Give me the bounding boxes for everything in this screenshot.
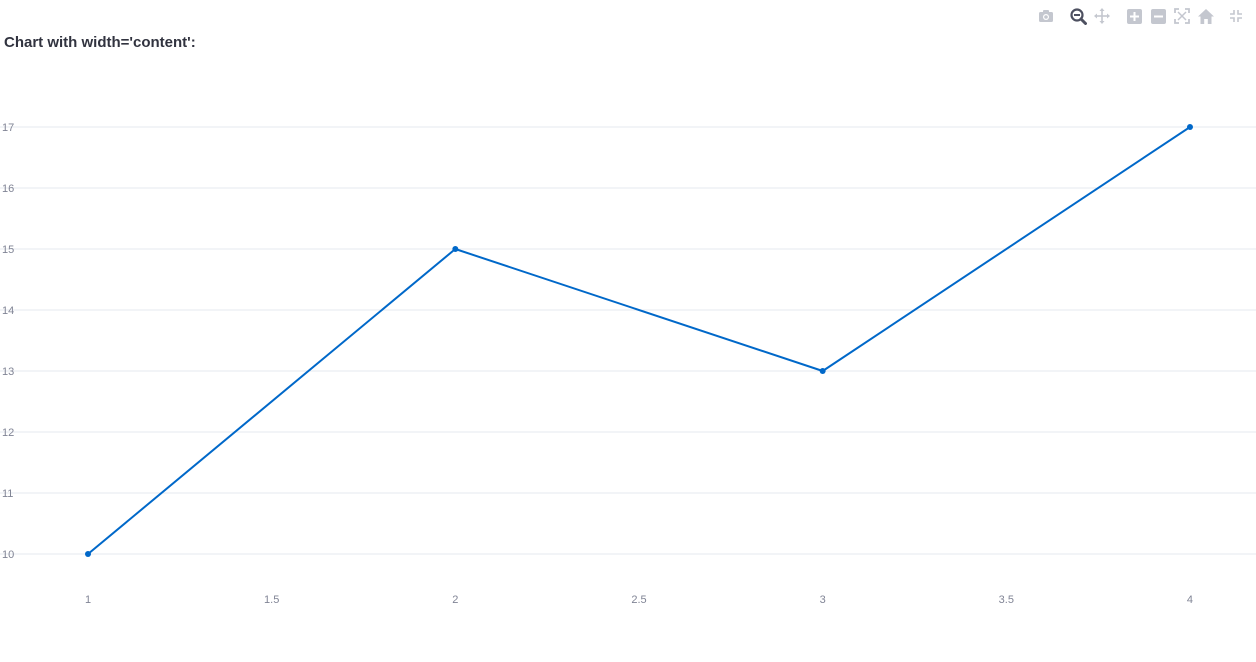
x-axis-ticks: 1 1.5 2 2.5 3 3.5 4: [85, 594, 1193, 606]
x-tick-label: 1.5: [264, 594, 279, 606]
x-tick-label: 3: [820, 594, 826, 606]
y-axis-ticks: 10 11 12 13 14 15 16 17: [2, 122, 14, 561]
data-point[interactable]: [1186, 124, 1193, 130]
x-tick-label: 2.5: [631, 594, 646, 606]
y-tick-label: 11: [2, 488, 13, 500]
y-tick-label: 16: [2, 183, 14, 195]
y-tick-label: 12: [2, 427, 14, 439]
collapse-icon[interactable]: [1226, 6, 1246, 26]
y-tick-label: 10: [2, 549, 14, 561]
pan-icon[interactable]: [1092, 6, 1112, 26]
zoom-icon[interactable]: [1068, 6, 1088, 26]
x-tick-label: 1: [85, 594, 91, 606]
x-tick-label: 2: [452, 594, 458, 606]
y-tick-label: 15: [2, 244, 14, 256]
data-point[interactable]: [85, 551, 91, 557]
zoom-in-icon[interactable]: [1124, 6, 1144, 26]
x-tick-label: 3.5: [999, 594, 1014, 606]
autoscale-icon[interactable]: [1172, 6, 1192, 26]
x-tick-label: 4: [1187, 594, 1193, 606]
data-point[interactable]: [819, 368, 826, 374]
camera-icon[interactable]: [1036, 6, 1056, 26]
y-tick-label: 17: [2, 122, 14, 134]
grid-lines: [0, 126, 1256, 555]
home-icon[interactable]: [1196, 6, 1216, 26]
y-tick-label: 13: [2, 366, 14, 378]
modebar: [1026, 6, 1256, 26]
series-line-group[interactable]: [85, 124, 1193, 557]
series-line[interactable]: [87, 126, 1191, 555]
zoom-out-icon[interactable]: [1148, 6, 1168, 26]
data-point[interactable]: [452, 246, 459, 252]
page-title: Chart with width='content':: [4, 34, 196, 51]
y-tick-label: 14: [2, 305, 14, 317]
